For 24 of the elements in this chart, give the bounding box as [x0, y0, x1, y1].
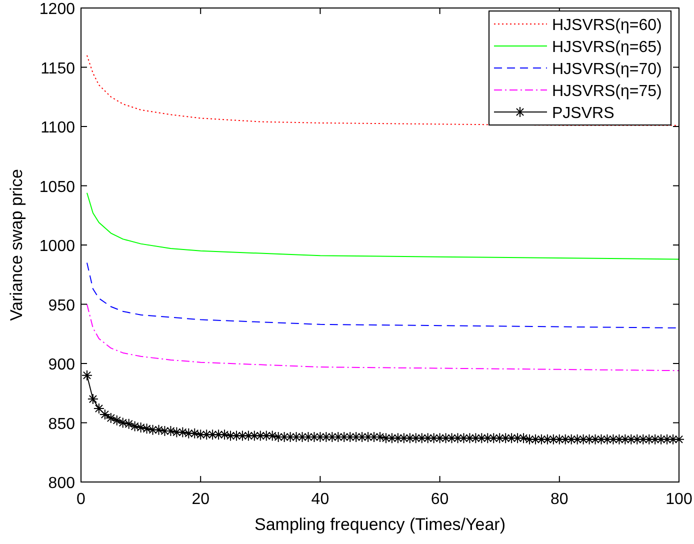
line-series [86, 192, 680, 260]
y-tick-label: 1050 [39, 178, 76, 196]
y-tick-label: 1000 [39, 238, 76, 255]
x-tick-label: 20 [192, 491, 210, 508]
legend-label: PJSVRS [552, 105, 614, 122]
x-tick-label: 60 [430, 491, 449, 508]
y-tick-label: 900 [48, 356, 76, 374]
line-series [86, 304, 680, 372]
legend-label: HJSVRS(η=60) [552, 17, 662, 34]
y-tick-label: 1200 [39, 1, 76, 18]
y-axis-title: Variance swap price [7, 169, 26, 321]
legend-label: HJSVRS(η=65) [552, 39, 662, 56]
x-tick-label: 40 [311, 491, 330, 508]
y-tick-label: 800 [48, 475, 76, 492]
x-tick-label: 100 [666, 491, 692, 508]
y-tick-label: 1150 [40, 60, 76, 78]
x-tick-label: 0 [76, 491, 86, 508]
x-tick-label: 80 [550, 491, 568, 508]
x-axis-title: Sampling frequency (Times/Year) [254, 515, 506, 534]
y-tick-label: 850 [48, 416, 76, 433]
y-tick-label: 1100 [40, 120, 76, 136]
legend-label: HJSVRS(η=75) [552, 83, 662, 100]
legend-label: HJSVRS(η=70) [552, 61, 662, 78]
y-tick-label: 950 [48, 297, 76, 314]
